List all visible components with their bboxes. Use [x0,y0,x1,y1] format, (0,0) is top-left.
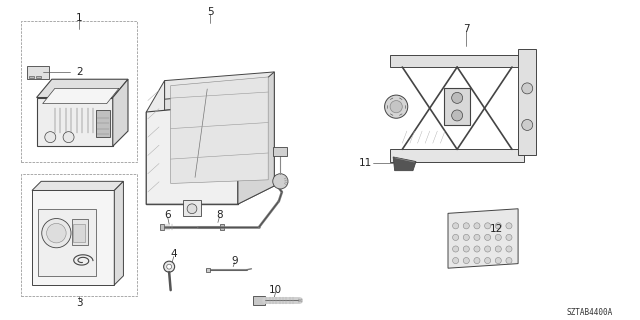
Bar [273,147,287,156]
Text: 1: 1 [76,13,83,23]
Polygon shape [113,79,128,146]
Bar [220,224,224,230]
Circle shape [452,110,463,121]
Text: 6: 6 [164,210,171,220]
Polygon shape [147,81,164,204]
Circle shape [474,246,480,252]
Bar [32,190,115,285]
Bar [29,76,35,78]
Bar [72,220,88,245]
Circle shape [463,246,469,252]
Circle shape [390,100,403,113]
Bar [205,268,210,272]
Circle shape [495,234,501,240]
Text: 5: 5 [207,7,214,17]
Bar [36,76,41,78]
Bar [253,296,265,305]
Polygon shape [36,79,128,98]
Circle shape [495,246,501,252]
Text: 12: 12 [490,224,504,234]
Polygon shape [164,72,275,189]
Polygon shape [444,88,470,125]
Polygon shape [43,88,119,104]
Circle shape [495,258,501,264]
Polygon shape [115,181,124,285]
Circle shape [164,261,175,272]
Bar [38,209,96,276]
Circle shape [166,264,172,269]
Circle shape [506,258,512,264]
Text: SZTAB4400A: SZTAB4400A [566,308,612,317]
Circle shape [42,219,71,248]
Circle shape [452,258,459,264]
Polygon shape [390,149,524,162]
Circle shape [452,223,459,229]
Bar [21,21,137,162]
Circle shape [463,234,469,240]
Circle shape [484,234,491,240]
Circle shape [522,83,532,94]
Text: 2: 2 [76,67,83,77]
Circle shape [484,223,491,229]
Polygon shape [147,104,237,204]
Text: 11: 11 [358,158,372,168]
Bar [21,174,137,296]
Text: 3: 3 [76,298,83,308]
Polygon shape [32,181,124,190]
Bar [183,200,201,216]
Circle shape [385,95,408,118]
Circle shape [187,204,197,214]
Circle shape [506,246,512,252]
Bar [28,66,49,79]
Polygon shape [393,157,416,171]
Text: 10: 10 [269,284,282,294]
Circle shape [452,246,459,252]
Text: 4: 4 [170,250,177,260]
Circle shape [45,132,56,143]
Circle shape [522,119,532,131]
Circle shape [463,258,469,264]
Polygon shape [390,55,524,67]
Circle shape [452,234,459,240]
Bar [73,224,85,242]
Bar [160,224,164,230]
Circle shape [506,234,512,240]
Bar [96,110,109,137]
Polygon shape [36,98,113,146]
Circle shape [495,223,501,229]
Polygon shape [171,77,268,183]
Polygon shape [518,49,536,156]
Text: 7: 7 [463,24,470,34]
Polygon shape [147,91,260,112]
Circle shape [484,246,491,252]
Polygon shape [237,72,275,204]
Circle shape [463,223,469,229]
Text: 9: 9 [231,256,238,266]
Circle shape [484,258,491,264]
Circle shape [474,234,480,240]
Circle shape [474,258,480,264]
Circle shape [273,174,288,189]
Circle shape [474,223,480,229]
Text: 8: 8 [216,210,223,220]
Circle shape [63,132,74,143]
Circle shape [47,223,66,243]
Circle shape [506,223,512,229]
Circle shape [452,92,463,103]
Polygon shape [448,209,518,268]
